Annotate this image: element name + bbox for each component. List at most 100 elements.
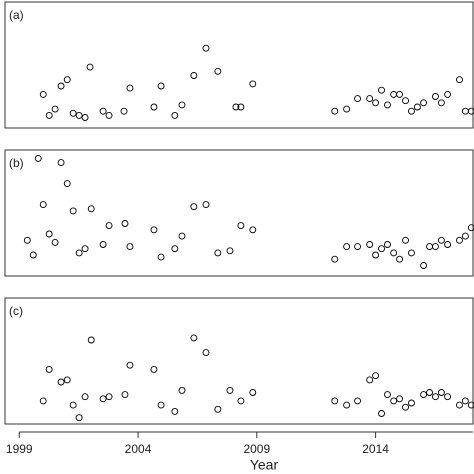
data-point: [437, 389, 445, 396]
data-point: [461, 232, 469, 240]
data-point: [402, 236, 409, 244]
data-point: [23, 236, 31, 244]
panel-label: (c): [9, 304, 23, 318]
data-point: [396, 395, 404, 403]
data-point: [444, 90, 452, 98]
data-point: [249, 389, 257, 396]
data-point: [45, 230, 53, 238]
data-point: [467, 401, 474, 409]
data-point: [29, 251, 37, 259]
data-point: [372, 99, 380, 107]
data-point: [372, 251, 380, 259]
data-point: [366, 376, 374, 384]
data-point: [126, 361, 134, 369]
data-point: [190, 203, 198, 211]
data-point: [402, 403, 409, 411]
data-point: [57, 82, 65, 90]
data-point: [63, 376, 71, 384]
data-point: [105, 393, 113, 401]
data-point: [390, 249, 398, 257]
data-point: [63, 76, 71, 84]
data-point: [226, 386, 234, 394]
data-point: [456, 236, 463, 244]
data-point: [99, 107, 107, 115]
data-point: [390, 397, 398, 405]
data-point: [384, 241, 391, 248]
data-point: [214, 249, 222, 257]
data-point: [461, 397, 469, 405]
data-point: [249, 226, 257, 234]
data-point: [384, 101, 391, 109]
data-point: [69, 207, 77, 215]
data-point: [178, 101, 186, 109]
data-point: [126, 84, 134, 92]
data-point: [354, 397, 361, 405]
data-point: [390, 90, 398, 98]
data-point: [343, 243, 351, 251]
panel-label: (a): [9, 8, 24, 22]
data-point: [39, 201, 47, 209]
panel-frame: [4, 1, 474, 129]
data-point: [69, 109, 77, 117]
data-point: [51, 238, 59, 246]
data-point: [150, 226, 158, 234]
data-point: [402, 97, 409, 105]
data-point: [157, 253, 165, 261]
data-point: [81, 114, 89, 121]
data-point: [226, 247, 234, 255]
data-point: [237, 222, 245, 230]
data-point: [45, 111, 53, 119]
data-point: [75, 111, 83, 119]
data-point: [81, 245, 89, 253]
data-point: [45, 365, 53, 373]
data-point: [157, 401, 165, 409]
data-point: [171, 111, 179, 119]
data-point: [105, 222, 113, 230]
data-point: [432, 93, 439, 100]
data-point: [75, 249, 83, 257]
data-point: [420, 262, 428, 269]
data-point: [354, 243, 361, 251]
data-point: [444, 393, 452, 401]
data-point: [126, 243, 134, 251]
data-point: [190, 72, 198, 79]
x-tick-label: 2004: [125, 442, 152, 456]
data-point: [366, 241, 374, 248]
data-point: [202, 44, 210, 52]
data-point: [456, 76, 463, 84]
data-point: [444, 241, 452, 248]
data-point: [396, 255, 404, 263]
data-point: [105, 111, 113, 119]
data-point: [384, 391, 391, 399]
data-point: [467, 107, 474, 115]
panel-frame: [4, 297, 474, 425]
data-point: [171, 407, 179, 415]
data-point: [178, 386, 186, 394]
data-point: [150, 103, 158, 111]
data-point: [372, 372, 380, 380]
data-point: [87, 336, 95, 344]
data-point: [426, 389, 433, 396]
data-point: [366, 95, 374, 103]
data-point: [331, 255, 339, 263]
panel-label: (b): [9, 156, 24, 170]
x-axis-title: Year: [250, 457, 279, 473]
data-point: [86, 63, 94, 71]
data-point: [202, 349, 210, 357]
data-point: [432, 393, 439, 401]
data-point: [467, 224, 474, 232]
data-point: [57, 378, 65, 386]
data-point: [63, 180, 71, 188]
data-point: [51, 105, 59, 113]
data-point: [343, 401, 351, 409]
x-tick-label: 1999: [6, 442, 33, 456]
data-point: [87, 205, 95, 213]
data-point: [420, 99, 428, 107]
data-point: [34, 154, 42, 162]
data-point: [214, 67, 222, 75]
data-point: [331, 107, 339, 115]
data-point: [378, 86, 385, 94]
data-point: [237, 103, 245, 111]
data-point: [461, 107, 469, 115]
data-point: [432, 243, 439, 251]
